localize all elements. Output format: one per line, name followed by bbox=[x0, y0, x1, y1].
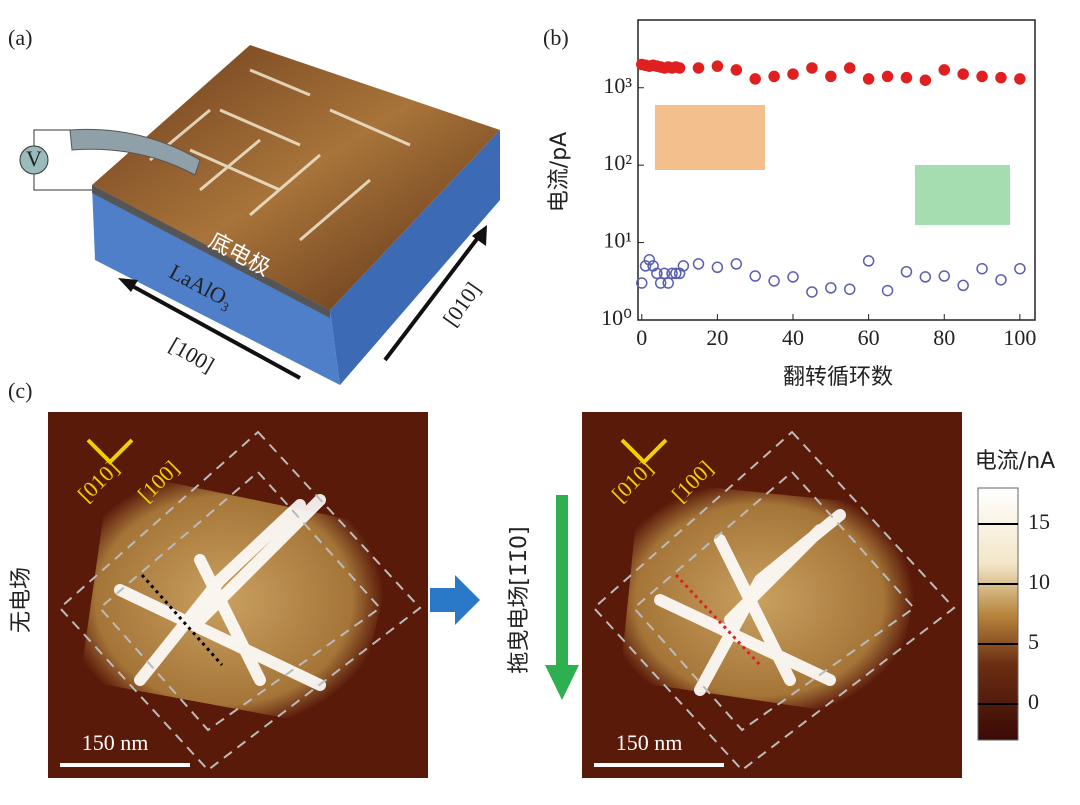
point bbox=[711, 60, 724, 72]
point bbox=[643, 254, 656, 266]
x-tick-label: 20 bbox=[706, 325, 728, 350]
point bbox=[957, 279, 969, 292]
colorbar-tick-label: 5 bbox=[1028, 629, 1039, 654]
x-axis-title: 翻转循环数 bbox=[783, 365, 893, 390]
device-sketch: V 底电极 LaAlO₃ [100] [010] bbox=[19, 45, 500, 385]
point bbox=[711, 261, 724, 274]
x-tick-label: 40 bbox=[782, 325, 804, 350]
y-tick-label: 10⁰ bbox=[601, 305, 632, 330]
colorbar bbox=[977, 487, 1019, 741]
point bbox=[806, 286, 818, 298]
point bbox=[639, 260, 652, 272]
panel-label: (c) bbox=[8, 378, 32, 403]
point bbox=[749, 73, 761, 85]
point bbox=[658, 267, 671, 280]
point bbox=[673, 62, 686, 74]
point bbox=[636, 277, 648, 289]
arrow bbox=[383, 233, 482, 362]
y-tick-label: 10³ bbox=[603, 73, 632, 98]
point bbox=[654, 277, 667, 289]
point bbox=[976, 262, 988, 275]
colorbar-tick-label: 10 bbox=[1028, 569, 1050, 594]
point bbox=[806, 62, 818, 74]
point bbox=[995, 71, 1007, 84]
point bbox=[666, 267, 678, 280]
point bbox=[768, 275, 780, 287]
x-tick-label: 80 bbox=[933, 325, 955, 350]
point bbox=[787, 271, 799, 283]
chart: 翻转循环数 电流/pA 0 20 40 60 80 100 10⁰ 10¹ 10² 10³ bbox=[547, 19, 1036, 390]
arrow bbox=[124, 280, 301, 380]
point bbox=[881, 284, 894, 297]
point bbox=[900, 265, 913, 278]
x-tick-label: 100 bbox=[1003, 325, 1036, 350]
colorbar-title: 电流/nA bbox=[975, 449, 1055, 474]
inset bbox=[655, 105, 765, 170]
point bbox=[692, 258, 705, 270]
panel-label: (a) bbox=[8, 25, 32, 50]
point bbox=[957, 68, 969, 80]
point bbox=[938, 270, 951, 282]
panel-label: (b) bbox=[543, 25, 569, 50]
meter-label: V bbox=[26, 146, 42, 171]
y-tick-label: 10² bbox=[603, 150, 632, 175]
colorbar-tick-label: 0 bbox=[1028, 689, 1039, 714]
direction-label: [010] bbox=[438, 277, 486, 330]
plot-frame bbox=[637, 19, 1036, 321]
colorbar-tick-label: 15 bbox=[1028, 509, 1050, 534]
point bbox=[730, 64, 743, 76]
point bbox=[787, 68, 799, 80]
point bbox=[862, 73, 875, 85]
point bbox=[1014, 262, 1026, 275]
point bbox=[919, 271, 932, 283]
point bbox=[825, 282, 837, 294]
scale-bar-label: 150 nm bbox=[616, 730, 683, 755]
point bbox=[862, 255, 875, 267]
point bbox=[692, 62, 705, 74]
point bbox=[976, 70, 988, 83]
afm-panels: [010] [100] [010] [100] 150 nm 150 nm 无电… bbox=[9, 412, 1055, 778]
direction-label: [100] bbox=[165, 332, 219, 377]
point bbox=[843, 283, 856, 295]
condition-label: 无电场 bbox=[9, 567, 34, 633]
y-tick-label: 10¹ bbox=[603, 228, 632, 253]
point bbox=[677, 260, 690, 272]
scale-bar-label: 150 nm bbox=[82, 730, 149, 755]
point bbox=[995, 274, 1007, 286]
point bbox=[1014, 73, 1026, 85]
point bbox=[938, 64, 951, 76]
point bbox=[670, 267, 682, 280]
y-axis-title: 电流/pA bbox=[547, 132, 572, 212]
point bbox=[843, 62, 856, 74]
point bbox=[919, 74, 932, 86]
condition-label: 拖曳电场[1̄1̄0] bbox=[507, 526, 532, 673]
point bbox=[749, 270, 761, 282]
point bbox=[900, 71, 913, 84]
point bbox=[881, 70, 894, 83]
x-tick-label: 0 bbox=[636, 325, 647, 350]
point bbox=[825, 70, 837, 83]
point bbox=[730, 258, 743, 270]
point bbox=[768, 70, 780, 83]
point bbox=[651, 267, 663, 280]
x-tick-label: 60 bbox=[858, 325, 880, 350]
inset bbox=[915, 165, 1010, 225]
point bbox=[662, 277, 674, 289]
